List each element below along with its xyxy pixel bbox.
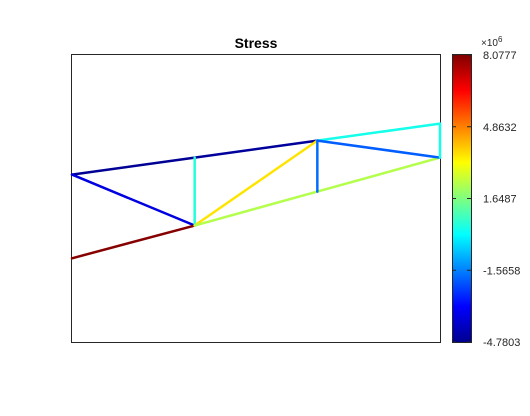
plot-area xyxy=(71,54,441,343)
colorbar: 8.0777 4.8632 1.6487 -1.5658 -4.7803 ×106 xyxy=(452,35,520,349)
truss-member-3 xyxy=(70,173,196,227)
colorbar-multiplier-base: ×10 xyxy=(481,38,498,49)
truss-members xyxy=(70,122,442,260)
colorbar-tick-label: -4.7803 xyxy=(483,337,520,349)
truss-member-6 xyxy=(193,139,319,227)
truss-member-10 xyxy=(316,122,442,142)
colorbar-tick-label: 1.6487 xyxy=(483,194,517,206)
truss-member-5 xyxy=(70,224,196,260)
colorbar-tick-label: 4.8632 xyxy=(483,122,517,134)
colorbar-ticks: 8.0777 4.8632 1.6487 -1.5658 -4.7803 xyxy=(452,50,520,349)
truss-member-8 xyxy=(316,156,442,193)
colorbar-multiplier-exponent: 6 xyxy=(498,35,503,44)
chart-title: Stress xyxy=(235,35,278,51)
colorbar-multiplier: ×106 xyxy=(481,35,503,49)
truss-member-2 xyxy=(193,139,319,159)
truss-member-7 xyxy=(193,190,319,227)
truss-member-11 xyxy=(316,139,442,159)
colorbar-tick-label: -1.5658 xyxy=(483,265,520,277)
colorbar-tick-label: 8.0777 xyxy=(483,50,517,62)
truss-member-1 xyxy=(70,156,196,176)
